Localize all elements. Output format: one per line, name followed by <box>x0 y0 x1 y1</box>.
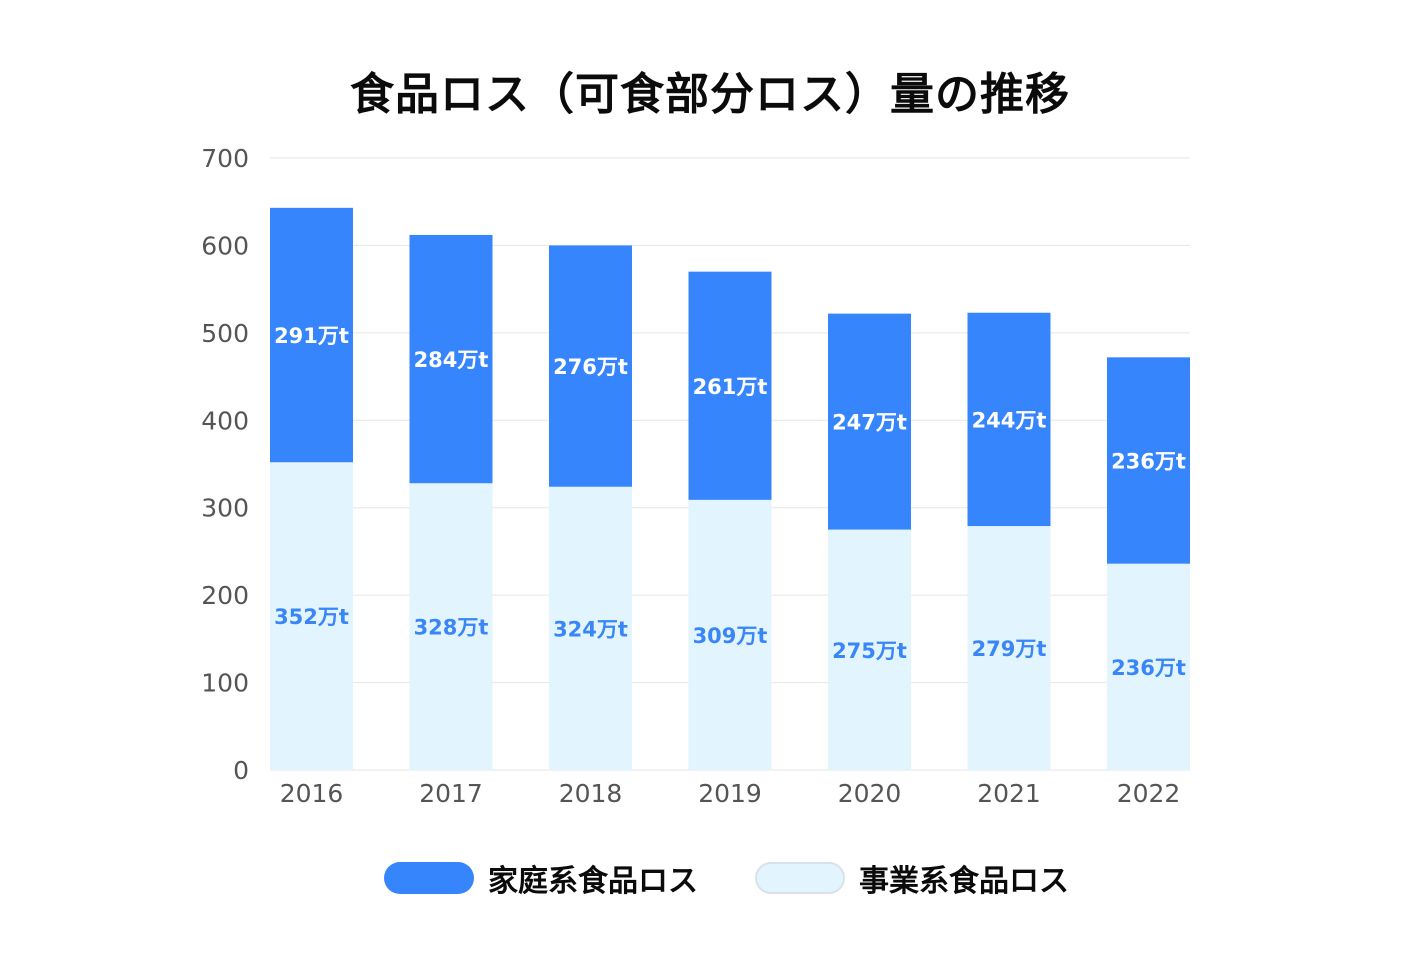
data-label-household: 276万t <box>553 355 628 379</box>
bar-business <box>409 483 493 770</box>
legend-label-business: 事業系食品ロス <box>859 864 1069 899</box>
bar-household <box>688 271 772 500</box>
x-tick-label: 2020 <box>838 779 902 808</box>
y-tick-label: 200 <box>201 581 249 610</box>
x-tick-label: 2018 <box>559 779 623 808</box>
bar-household <box>1107 357 1190 564</box>
data-label-business: 309万t <box>693 624 768 648</box>
y-tick-label: 300 <box>201 494 249 523</box>
bar-household <box>828 313 911 530</box>
x-tick-label: 2021 <box>977 779 1041 808</box>
data-label-household: 284万t <box>414 348 489 372</box>
legend-swatch-business <box>755 862 845 894</box>
bar-business <box>967 526 1051 770</box>
y-tick-label: 600 <box>201 231 249 260</box>
y-tick-label: 700 <box>201 144 249 173</box>
y-tick-label: 100 <box>201 669 249 698</box>
legend-item-household: 家庭系食品ロス <box>384 858 698 899</box>
bar-business <box>1107 563 1190 770</box>
data-label-household: 247万t <box>832 411 907 435</box>
data-label-household: 291万t <box>274 324 349 348</box>
data-label-business: 279万t <box>972 637 1047 661</box>
data-label-business: 328万t <box>414 616 489 640</box>
bar-business <box>270 462 353 770</box>
data-label-household: 244万t <box>972 408 1047 432</box>
stacked-bar-chart: 0 100 200 300 400 500 600 700 352万t 291万t 2016 328万… <box>201 144 1190 808</box>
bar-business <box>688 499 772 770</box>
legend-label-household: 家庭系食品ロス <box>488 864 698 899</box>
y-tick-label: 0 <box>233 756 249 785</box>
data-label-business: 324万t <box>553 617 628 641</box>
data-label-business: 275万t <box>832 639 907 663</box>
bar-business <box>549 486 632 770</box>
y-tick-label: 500 <box>201 319 249 348</box>
x-tick-label: 2019 <box>698 779 762 808</box>
bar-household <box>549 245 632 487</box>
data-label-business: 236万t <box>1111 656 1186 680</box>
bar-household <box>270 207 353 463</box>
chart-title: 食品ロス（可食部分ロス）量の推移 <box>350 69 1070 120</box>
data-label-household: 261万t <box>693 375 768 399</box>
y-tick-label: 400 <box>201 406 249 435</box>
data-label-business: 352万t <box>274 605 349 629</box>
data-label-household: 236万t <box>1111 450 1186 474</box>
bar-business <box>828 529 911 770</box>
legend-swatch-household <box>384 862 474 894</box>
x-tick-label: 2022 <box>1117 779 1181 808</box>
x-tick-label: 2017 <box>419 779 483 808</box>
x-tick-label: 2016 <box>280 779 344 808</box>
bar-household <box>967 312 1051 527</box>
legend-item-business: 事業系食品ロス <box>755 858 1069 899</box>
bar-household <box>409 234 493 484</box>
